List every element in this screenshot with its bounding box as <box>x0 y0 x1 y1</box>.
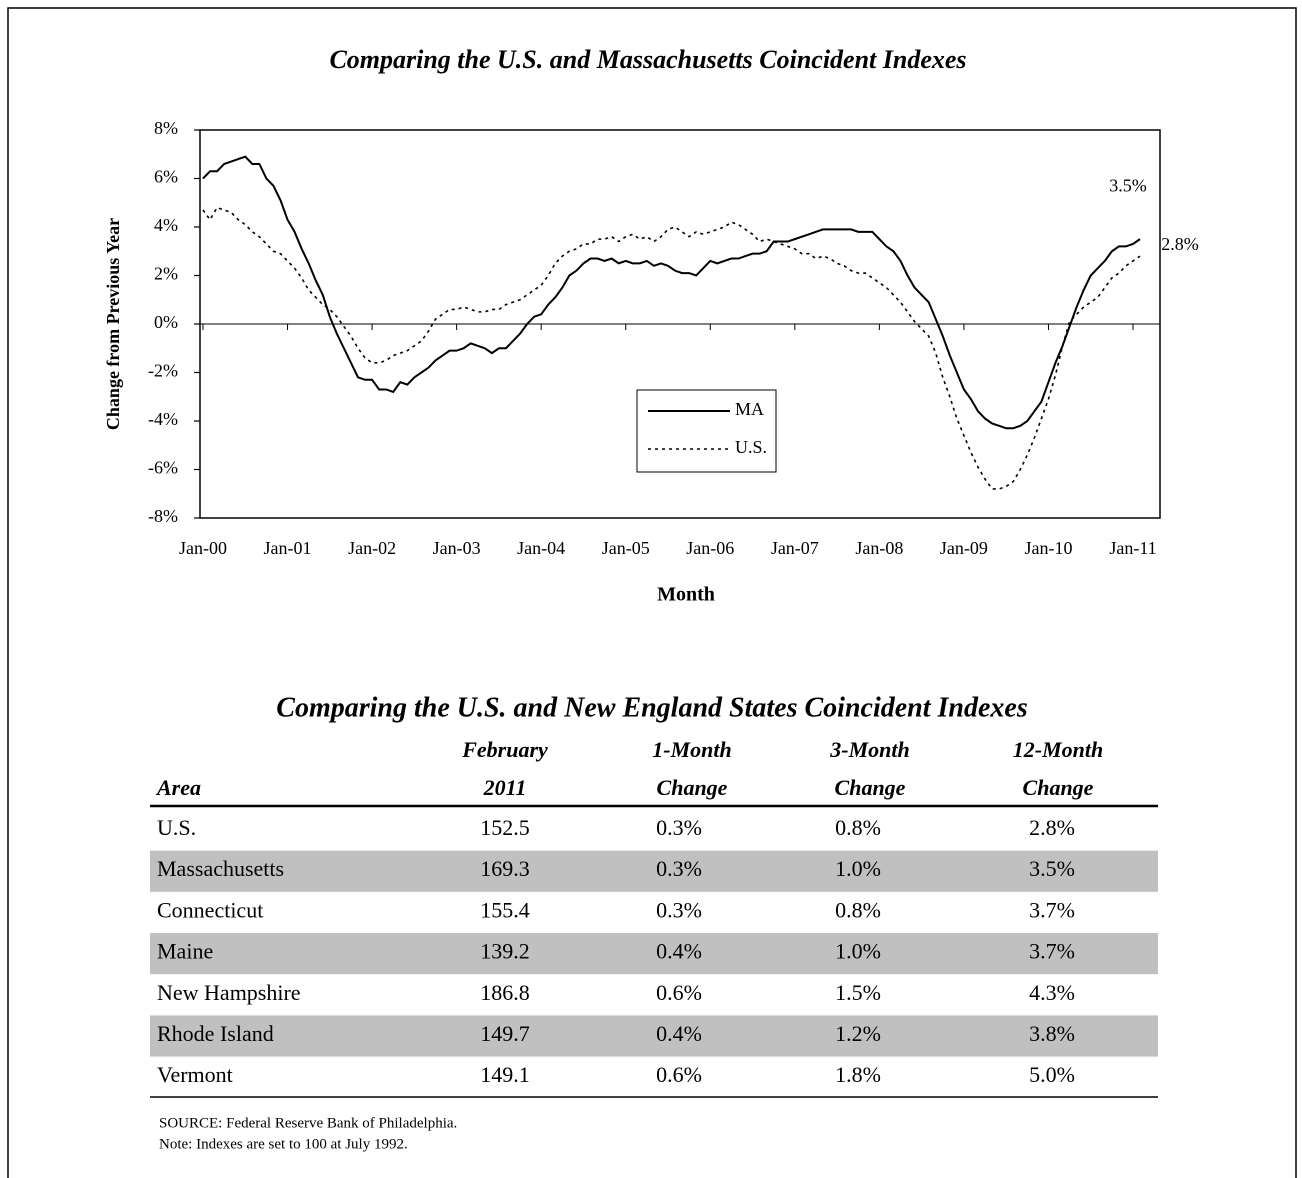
table-cell: Vermont <box>157 1062 233 1087</box>
table-cell: 0.6% <box>656 980 702 1005</box>
table-header: 12-Month <box>1013 737 1103 762</box>
table-header: Change <box>657 775 728 800</box>
series-line <box>202 155 1141 430</box>
row-band <box>150 850 1158 892</box>
y-tick-label: 0% <box>154 312 178 332</box>
table-cell: 3.7% <box>1029 897 1075 922</box>
table-cell: 2.8% <box>1029 815 1075 840</box>
table-cell: 139.2 <box>480 939 530 964</box>
table-cell: U.S. <box>157 815 196 840</box>
table-header: 2011 <box>483 775 527 800</box>
table-cell: 152.5 <box>480 815 530 840</box>
end-value-label: 3.5% <box>1109 175 1147 195</box>
frame <box>7 7 1297 1178</box>
table-header: February <box>461 737 548 762</box>
x-tick-label: Jan-06 <box>686 538 734 558</box>
y-tick-label: -4% <box>148 409 178 429</box>
table-header: 1-Month <box>652 737 731 762</box>
x-tick-label: Jan-03 <box>433 538 481 558</box>
y-tick-label: 2% <box>154 264 178 284</box>
x-axis-title: Month <box>657 584 715 606</box>
legend-box <box>636 389 777 473</box>
x-tick-label: Jan-01 <box>264 538 312 558</box>
x-tick-label: Jan-10 <box>1024 538 1072 558</box>
table-cell: 186.8 <box>480 980 530 1005</box>
table-cell: 155.4 <box>480 897 530 922</box>
x-tick-label: Jan-05 <box>602 538 650 558</box>
table-cell: Connecticut <box>157 897 263 922</box>
legend-label: U.S. <box>735 437 767 457</box>
legend-label: MA <box>735 399 764 419</box>
y-tick-label: -8% <box>148 506 178 526</box>
table-cell: 0.8% <box>835 815 881 840</box>
table-cell: Rhode Island <box>157 1021 274 1046</box>
table-cell: 1.0% <box>835 856 881 881</box>
y-tick-label: 6% <box>154 167 178 187</box>
table-title: Comparing the U.S. and New England State… <box>276 692 1028 723</box>
table-cell: 0.4% <box>656 939 702 964</box>
y-tick-label: 8% <box>154 118 178 138</box>
y-axis-title: Change from Previous Year <box>103 218 123 430</box>
table-cell: 169.3 <box>480 856 530 881</box>
table-note: Note: Indexes are set to 100 at July 199… <box>159 1136 408 1152</box>
x-tick-label: Jan-11 <box>1109 538 1156 558</box>
table-header: Change <box>835 775 906 800</box>
table-cell: 3.7% <box>1029 939 1075 964</box>
table-cell: 1.0% <box>835 939 881 964</box>
y-tick-label: 4% <box>154 215 178 235</box>
table-cell: 149.7 <box>480 1021 530 1046</box>
x-tick-label: Jan-07 <box>771 538 819 558</box>
table-cell: 1.2% <box>835 1021 881 1046</box>
table-cell: 4.3% <box>1029 980 1075 1005</box>
series-line <box>202 206 1141 490</box>
y-tick-label: -6% <box>148 458 178 478</box>
table-header: Change <box>1023 775 1094 800</box>
table-cell: 1.8% <box>835 1062 881 1087</box>
x-tick-label: Jan-09 <box>940 538 988 558</box>
table-cell: 149.1 <box>480 1062 530 1087</box>
table-note: SOURCE: Federal Reserve Bank of Philadel… <box>159 1115 457 1131</box>
x-tick-label: Jan-04 <box>517 538 565 558</box>
end-value-label: 2.8% <box>1161 234 1199 254</box>
x-tick-label: Jan-02 <box>348 538 396 558</box>
table-cell: Massachusetts <box>157 856 284 881</box>
table-cell: 0.8% <box>835 897 881 922</box>
table-cell: 1.5% <box>835 980 881 1005</box>
table-cell: 0.3% <box>656 897 702 922</box>
x-tick-label: Jan-08 <box>855 538 903 558</box>
table-cell: 0.3% <box>656 815 702 840</box>
table-header: Area <box>155 775 201 800</box>
row-band <box>150 933 1158 975</box>
table-cell: New Hampshire <box>157 980 301 1005</box>
table-cell: 0.3% <box>656 856 702 881</box>
row-band <box>150 1015 1158 1057</box>
table-cell: 5.0% <box>1029 1062 1075 1087</box>
table-cell: 0.6% <box>656 1062 702 1087</box>
table-cell: 3.5% <box>1029 856 1075 881</box>
table-cell: Maine <box>157 939 213 964</box>
x-tick-label: Jan-00 <box>179 538 227 558</box>
table-cell: 3.8% <box>1029 1021 1075 1046</box>
table-cell: 0.4% <box>656 1021 702 1046</box>
table-header: 3-Month <box>829 737 909 762</box>
y-tick-label: -2% <box>148 361 178 381</box>
chart-title: Comparing the U.S. and Massachusetts Coi… <box>329 45 966 74</box>
